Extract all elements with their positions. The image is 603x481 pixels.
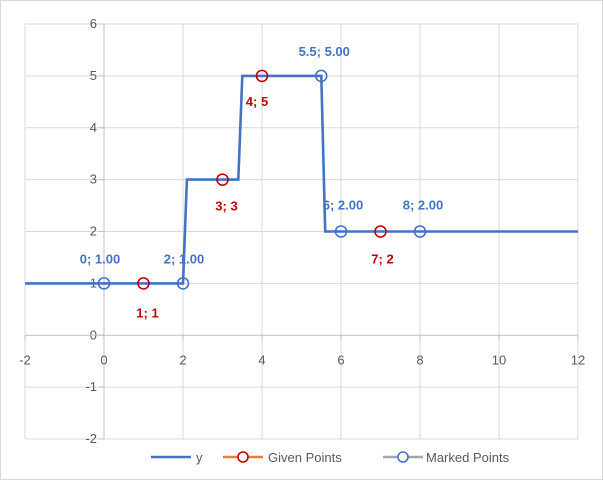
marker-given-point [137, 277, 150, 290]
data-label: 7; 2 [371, 252, 393, 267]
y-tick-label: 2 [90, 224, 97, 239]
data-label: 1; 1 [136, 305, 158, 320]
x-tick-label: 0 [100, 352, 107, 367]
legend-label: y [196, 450, 203, 465]
marker-given-point [255, 69, 269, 83]
data-label: 3; 3 [215, 199, 237, 214]
marker-marked-point [314, 69, 328, 83]
marker-marked-point [334, 225, 348, 238]
marker-given-point [374, 225, 387, 238]
x-tick-label: 8 [416, 352, 423, 367]
y-tick-label: 4 [90, 120, 97, 135]
y-tick-label: 6 [90, 16, 97, 31]
marker-given-point [216, 173, 229, 186]
marker-marked-point [97, 277, 111, 290]
x-tick-label: 6 [337, 352, 344, 367]
x-tick-label: 4 [258, 352, 265, 367]
x-tick-label: 10 [492, 352, 506, 367]
legend: y Given Points Marked Points [151, 450, 510, 465]
data-label: 2; 1.00 [164, 251, 204, 266]
marker-marked-point [176, 277, 190, 290]
legend-label: Marked Points [426, 450, 510, 465]
x-tick-label: 12 [571, 352, 585, 367]
y-tick-label: 3 [90, 172, 97, 187]
data-label: 0; 1.00 [80, 251, 120, 266]
series-line-y [25, 74, 578, 285]
plot-series [25, 69, 578, 290]
data-label: 6; 2.00 [323, 198, 363, 213]
data-label: 8; 2.00 [403, 198, 443, 213]
data-label: 4; 5 [246, 94, 268, 109]
legend-swatch-marker [237, 451, 249, 463]
legend-label: Given Points [268, 450, 342, 465]
x-tick-label: -2 [19, 352, 31, 367]
y-tick-label: 5 [90, 68, 97, 83]
data-label: 5.5; 5.00 [299, 44, 350, 59]
y-tick-label: -1 [85, 379, 97, 394]
y-tick-label: -2 [85, 431, 97, 446]
x-tick-label: 2 [179, 352, 186, 367]
marker-marked-point [413, 225, 427, 238]
data-labels: 1; 1 3; 3 4; 5 7; 2 0; 1.00 2; 1.00 5.5; 5.00 6… [80, 44, 443, 321]
legend-swatch-marker [397, 451, 409, 463]
